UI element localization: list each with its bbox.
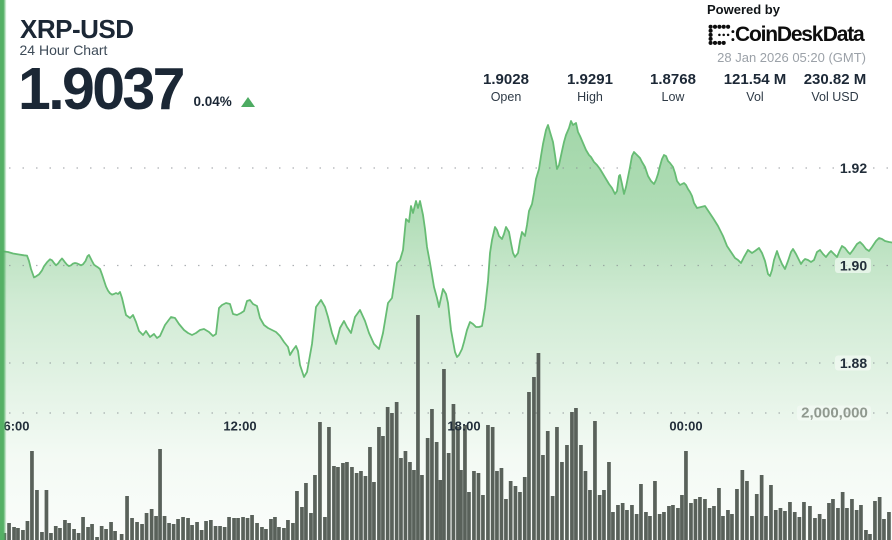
svg-text:00:00: 00:00 [669, 419, 702, 434]
svg-text:1.90: 1.90 [840, 258, 867, 274]
svg-text:1.88: 1.88 [840, 355, 867, 371]
svg-text:1.92: 1.92 [840, 160, 867, 176]
svg-text:2,000,000: 2,000,000 [801, 405, 868, 422]
svg-text:18:00: 18:00 [447, 419, 480, 434]
svg-text:12:00: 12:00 [223, 419, 256, 434]
svg-text:6:00: 6:00 [3, 419, 29, 434]
